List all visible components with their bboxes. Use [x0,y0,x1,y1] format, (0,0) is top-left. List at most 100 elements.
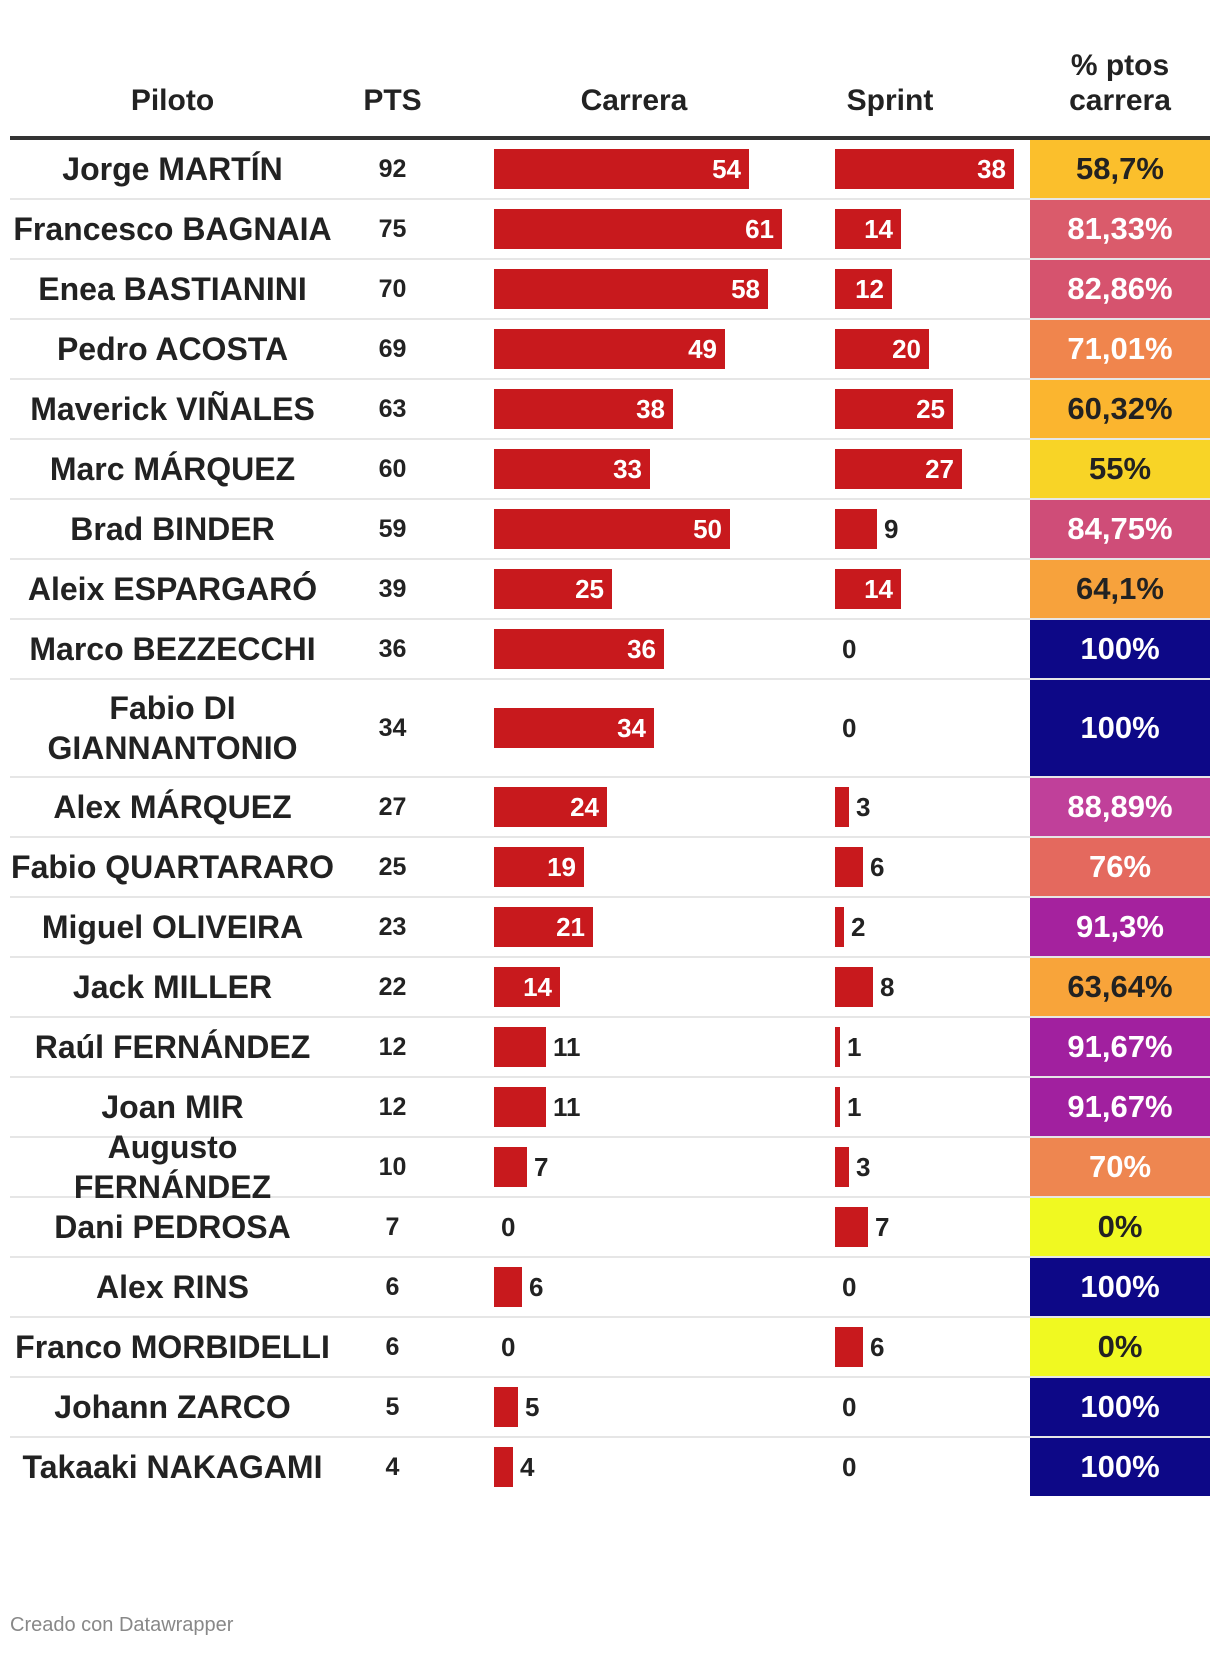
rider-name: Marco BEZZECCHI [29,631,316,667]
sprint-cell: 6 [835,1318,1015,1376]
sprint-bar: 12 [835,269,892,309]
sprint-value-label: 2 [851,911,866,942]
table-row: Francesco BAGNAIA 75 61 14 81,33% [10,200,1210,260]
sprint-cell: 6 [835,838,1015,896]
sprint-bar: 38 [835,149,1014,189]
carrera-bar: 61 [494,209,782,249]
carrera-value-label: 5 [525,1391,540,1422]
header-pct[interactable]: % ptos carrera [1030,48,1210,118]
pct-race-cell: 100% [1030,1258,1210,1316]
carrera-bar [494,1147,527,1187]
sprint-bar [835,967,873,1007]
table-row: Maverick VIÑALES 63 38 25 60,32% [10,380,1210,440]
carrera-cell: 34 [494,680,814,776]
rider-points: 70 [378,274,407,303]
rider-points: 69 [378,334,407,363]
sprint-bar: 25 [835,389,953,429]
rider-points: 22 [378,972,407,1001]
pct-race-cell: 0% [1030,1318,1210,1376]
pct-race-cell: 82,86% [1030,260,1210,318]
carrera-cell: 5 [494,1378,814,1436]
sprint-bar: 14 [835,209,901,249]
carrera-cell: 19 [494,838,814,896]
rider-name: Johann ZARCO [54,1389,291,1425]
header-pts[interactable]: PTS [363,84,422,117]
table-row: Brad BINDER 59 50 9 84,75% [10,500,1210,560]
sprint-cell: 2 [835,898,1015,956]
table-row: Aleix ESPARGARÓ 39 25 14 64,1% [10,560,1210,620]
carrera-value-label: 50 [693,514,722,544]
table-row: Fabio DI GIANNANTONIO 34 34 0 100% [10,680,1210,778]
sprint-bar: 27 [835,449,962,489]
sprint-value-label: 12 [855,274,884,304]
carrera-cell: 21 [494,898,814,956]
carrera-bar: 36 [494,629,664,669]
sprint-cell: 0 [835,620,1015,678]
rider-name: Maverick VIÑALES [30,391,315,427]
sprint-bar [835,1087,840,1127]
pct-race-cell: 60,32% [1030,380,1210,438]
carrera-value-label: 0 [501,1211,516,1242]
carrera-value-label: 33 [613,454,642,484]
carrera-value-label: 61 [745,214,774,244]
sprint-value-label: 27 [925,454,954,484]
rider-points: 6 [385,1272,400,1301]
table-row: Alex RINS 6 6 0 100% [10,1258,1210,1318]
sprint-bar: 20 [835,329,929,369]
sprint-value-label: 8 [880,971,895,1002]
pct-race-cell: 64,1% [1030,560,1210,618]
header-pct-line2: carrera [1069,84,1171,117]
carrera-value-label: 11 [553,1031,581,1062]
rider-name: Miguel OLIVEIRA [41,909,304,945]
sprint-cell: 38 [835,140,1015,198]
sprint-cell: 8 [835,958,1015,1016]
carrera-value-label: 14 [523,972,552,1002]
carrera-bar: 21 [494,907,593,947]
carrera-bar: 34 [494,708,654,748]
rider-name: Francesco BAGNAIA [13,211,332,247]
rider-name: Raúl FERNÁNDEZ [34,1029,311,1065]
rider-name: Jack MILLER [72,969,273,1005]
sprint-value-label: 0 [842,1271,857,1302]
table-row: Pedro ACOSTA 69 49 20 71,01% [10,320,1210,380]
carrera-cell: 49 [494,320,814,378]
sprint-value-label: 0 [842,1391,857,1422]
pct-race-cell: 100% [1030,680,1210,776]
pct-race-cell: 76% [1030,838,1210,896]
rider-points: 10 [378,1152,407,1181]
rider-name: Enea BASTIANINI [38,271,307,307]
sprint-cell: 3 [835,1138,1015,1196]
carrera-bar: 54 [494,149,749,189]
sprint-value-label: 0 [842,712,857,743]
carrera-value-label: 0 [501,1331,516,1362]
carrera-bar [494,1087,546,1127]
pct-race-cell: 71,01% [1030,320,1210,378]
carrera-value-label: 36 [627,634,656,664]
carrera-bar: 19 [494,847,584,887]
table-row: Augusto FERNÁNDEZ 10 7 3 70% [10,1129,1210,1205]
carrera-bar: 24 [494,787,607,827]
carrera-bar: 58 [494,269,768,309]
sprint-value-label: 1 [847,1031,862,1062]
rider-name: Alex RINS [96,1269,249,1305]
header-sprint[interactable]: Sprint [846,84,934,117]
carrera-bar: 33 [494,449,650,489]
carrera-cell: 4 [494,1438,814,1496]
header-piloto[interactable]: Piloto [130,84,215,117]
rider-points: 7 [385,1212,400,1241]
sprint-value-label: 3 [856,1151,871,1182]
rider-points: 39 [378,574,407,603]
rider-points: 12 [378,1032,407,1061]
table-row: Raúl FERNÁNDEZ 12 11 1 91,67% [10,1018,1210,1078]
carrera-bar [494,1387,518,1427]
header-carrera[interactable]: Carrera [580,84,688,117]
table-row: Franco MORBIDELLI 6 0 6 0% [10,1318,1210,1378]
carrera-value-label: 7 [534,1151,549,1182]
carrera-value-label: 4 [520,1451,535,1482]
sprint-bar [835,847,863,887]
rider-name: Franco MORBIDELLI [15,1329,330,1365]
sprint-bar: 14 [835,569,901,609]
sprint-value-label: 0 [842,633,857,664]
header-pct-line1: % ptos [1070,49,1170,82]
pct-race-cell: 55% [1030,440,1210,498]
